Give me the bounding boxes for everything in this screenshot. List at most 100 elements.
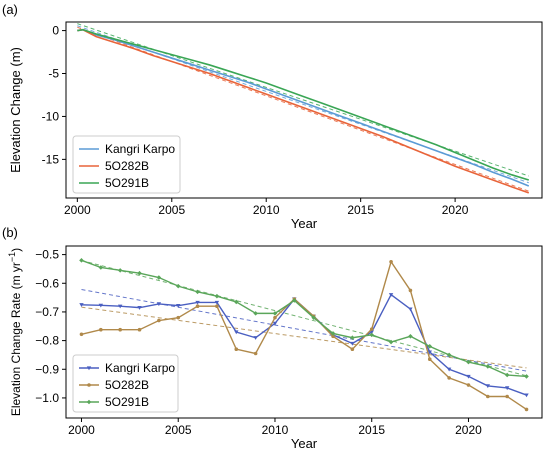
panel-a-series-lines	[77, 28, 530, 194]
panel-b-plot-frame	[65, 245, 543, 419]
panel-b-point	[369, 330, 374, 335]
panel-b-point	[215, 304, 219, 309]
panel-b-point	[466, 374, 471, 379]
panel-a-y-axis-label: Elevation Change (m)	[8, 47, 23, 173]
panel-a-label: (a)	[2, 2, 18, 17]
panel-a-plot-frame	[65, 21, 543, 199]
panel-b-elevation-change-rate: (b) 2000 2005 2010 2015 2020 −0.5−0.6−0.7−0.…	[2, 225, 543, 451]
panel-b-y-axis-label-main: Elevation Change Rate (m yr	[9, 262, 23, 416]
panel-b-point	[214, 300, 220, 305]
panel-b-point	[233, 299, 239, 305]
panel-b-point	[350, 341, 355, 346]
panel-b-point	[446, 352, 452, 358]
panel-b-point	[389, 259, 393, 264]
panel-b-point	[272, 311, 278, 316]
panel-b-point	[524, 393, 529, 398]
panel-b-legend-label-0: Kangri Karpo	[105, 361, 175, 375]
panel-b-y-tick-label: −0.7	[35, 305, 59, 319]
panel-b-point	[117, 304, 123, 309]
panel-b-x-tick-label: 2020	[455, 423, 482, 437]
panel-b-point	[408, 288, 413, 293]
panel-b-legend-marker-2	[86, 399, 92, 405]
panel-b-y-ticks: −0.5 −0.6 −0.7 −0.8 −0.9 −1.0	[35, 248, 66, 405]
panel-a-y-ticks: 0 -5 -10 -15	[42, 24, 66, 166]
panel-b-point	[408, 334, 413, 339]
panel-b-point	[195, 300, 200, 305]
panel-a-legend-label-1: 5O282B	[105, 159, 149, 173]
panel-a-x-tick-label: 2015	[347, 203, 374, 217]
panel-b-point	[195, 289, 200, 295]
panel-b-point	[331, 334, 335, 339]
panel-a-x-tick-label: 2000	[64, 203, 91, 217]
panel-b-x-tick-label: 2005	[165, 423, 192, 437]
panel-b-point	[253, 336, 258, 340]
panel-b-point	[408, 307, 413, 312]
panel-b-point	[137, 306, 142, 310]
panel-b-point	[388, 293, 394, 297]
panel-b-point	[485, 364, 491, 369]
panel-b-point	[524, 374, 529, 379]
panel-b-point	[350, 347, 355, 352]
panel-b-point	[427, 344, 433, 349]
panel-b-y-axis-label-close: )	[9, 248, 23, 252]
panel-a-legend: Kangri Karpo 5O282B 5O291B	[72, 135, 181, 194]
panel-b-point	[505, 394, 509, 399]
panel-b-point	[466, 359, 471, 365]
panel-a-y-tick-label: -15	[42, 152, 60, 166]
panel-b-point	[176, 304, 181, 308]
panel-b-legend-label-2: 5O291B	[105, 395, 149, 409]
panel-a-y-tick-label: 0	[52, 24, 59, 38]
panel-b-y-tick-label: −0.9	[35, 362, 59, 376]
panel-b-x-tick-label: 2015	[358, 423, 385, 437]
panel-b-y-tick-label: −0.6	[35, 276, 59, 290]
panel-b-point	[98, 265, 104, 270]
panel-b-point	[79, 303, 84, 307]
panel-b-point	[156, 275, 162, 280]
panel-b-y-tick-label: −1.0	[35, 391, 59, 405]
panel-a-x-ticks: 2000 2005 2010 2015 2020	[64, 198, 469, 217]
panel-b-x-ticks: 2000 2005 2010 2015 2020	[68, 418, 482, 437]
panel-b-point	[195, 304, 200, 309]
panel-b-point	[447, 376, 451, 380]
panel-b-point	[427, 357, 432, 362]
panel-b-point	[311, 315, 316, 320]
panel-b-series-line-1	[81, 260, 527, 410]
panel-b-point	[137, 270, 142, 276]
panel-a-y-tick-label: -5	[48, 67, 59, 81]
panel-b-point	[234, 330, 239, 335]
panel-b-trend-lines	[81, 259, 527, 377]
panel-b-point	[234, 347, 239, 352]
panel-b-point	[79, 332, 84, 337]
panel-b-x-axis-label: Year	[291, 436, 318, 451]
panel-a-x-tick-label: 2005	[158, 203, 185, 217]
panel-b-legend-marker-1	[87, 383, 91, 387]
panel-b-point	[524, 407, 529, 412]
panel-a-legend-label-2: 5O291B	[105, 176, 149, 190]
panel-a-y-tick-label: -10	[42, 109, 60, 123]
panel-b-point	[330, 331, 336, 336]
panel-b-trend-line-0	[81, 289, 527, 372]
panel-b-x-tick-label: 2000	[68, 423, 95, 437]
panel-b-point	[253, 351, 258, 356]
panel-b-point	[272, 321, 278, 326]
panel-b-point	[427, 350, 432, 355]
panel-b-point	[273, 315, 277, 320]
panel-b-point	[486, 394, 490, 399]
panel-a-elevation-change: (a) 2000 2005 2010 2015 2020 0-5-10-15 Year …	[2, 2, 543, 231]
panel-b-point	[504, 372, 510, 378]
panel-a-x-tick-label: 2010	[253, 203, 280, 217]
panel-b-y-axis-label-sup: −1	[7, 252, 17, 262]
panel-b-point	[156, 302, 162, 307]
panel-b-y-tick-label: −0.5	[35, 248, 59, 262]
panel-b-point	[118, 327, 122, 332]
panel-a-series-line-2	[77, 28, 530, 181]
panel-b-point	[388, 339, 394, 345]
panel-a-legend-label-0: Kangri Karpo	[105, 142, 175, 156]
panel-a-x-axis-label: Year	[291, 216, 318, 231]
panel-b-point	[369, 332, 375, 338]
panel-b-point	[369, 327, 374, 331]
panel-b-point	[157, 318, 161, 323]
panel-a-series-line-0	[77, 28, 530, 187]
panel-b-legend-box	[72, 354, 179, 413]
